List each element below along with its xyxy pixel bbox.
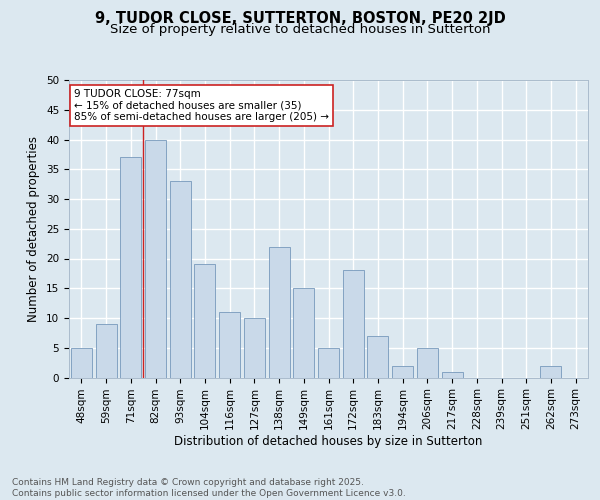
Bar: [417, 348, 438, 378]
Bar: [194, 264, 215, 378]
Text: Contains HM Land Registry data © Crown copyright and database right 2025.
Contai: Contains HM Land Registry data © Crown c…: [12, 478, 406, 498]
Bar: [219, 312, 240, 378]
Bar: [244, 318, 265, 378]
Bar: [343, 270, 364, 378]
Bar: [71, 348, 92, 378]
Text: Size of property relative to detached houses in Sutterton: Size of property relative to detached ho…: [110, 24, 490, 36]
Bar: [318, 348, 339, 378]
Bar: [442, 372, 463, 378]
Bar: [95, 324, 116, 378]
Text: 9 TUDOR CLOSE: 77sqm
← 15% of detached houses are smaller (35)
85% of semi-detac: 9 TUDOR CLOSE: 77sqm ← 15% of detached h…: [74, 89, 329, 122]
X-axis label: Distribution of detached houses by size in Sutterton: Distribution of detached houses by size …: [175, 435, 482, 448]
Bar: [392, 366, 413, 378]
Bar: [145, 140, 166, 378]
Bar: [170, 181, 191, 378]
Bar: [269, 246, 290, 378]
Bar: [367, 336, 388, 378]
Text: 9, TUDOR CLOSE, SUTTERTON, BOSTON, PE20 2JD: 9, TUDOR CLOSE, SUTTERTON, BOSTON, PE20 …: [95, 12, 505, 26]
Bar: [293, 288, 314, 378]
Y-axis label: Number of detached properties: Number of detached properties: [28, 136, 40, 322]
Bar: [120, 158, 141, 378]
Bar: [541, 366, 562, 378]
